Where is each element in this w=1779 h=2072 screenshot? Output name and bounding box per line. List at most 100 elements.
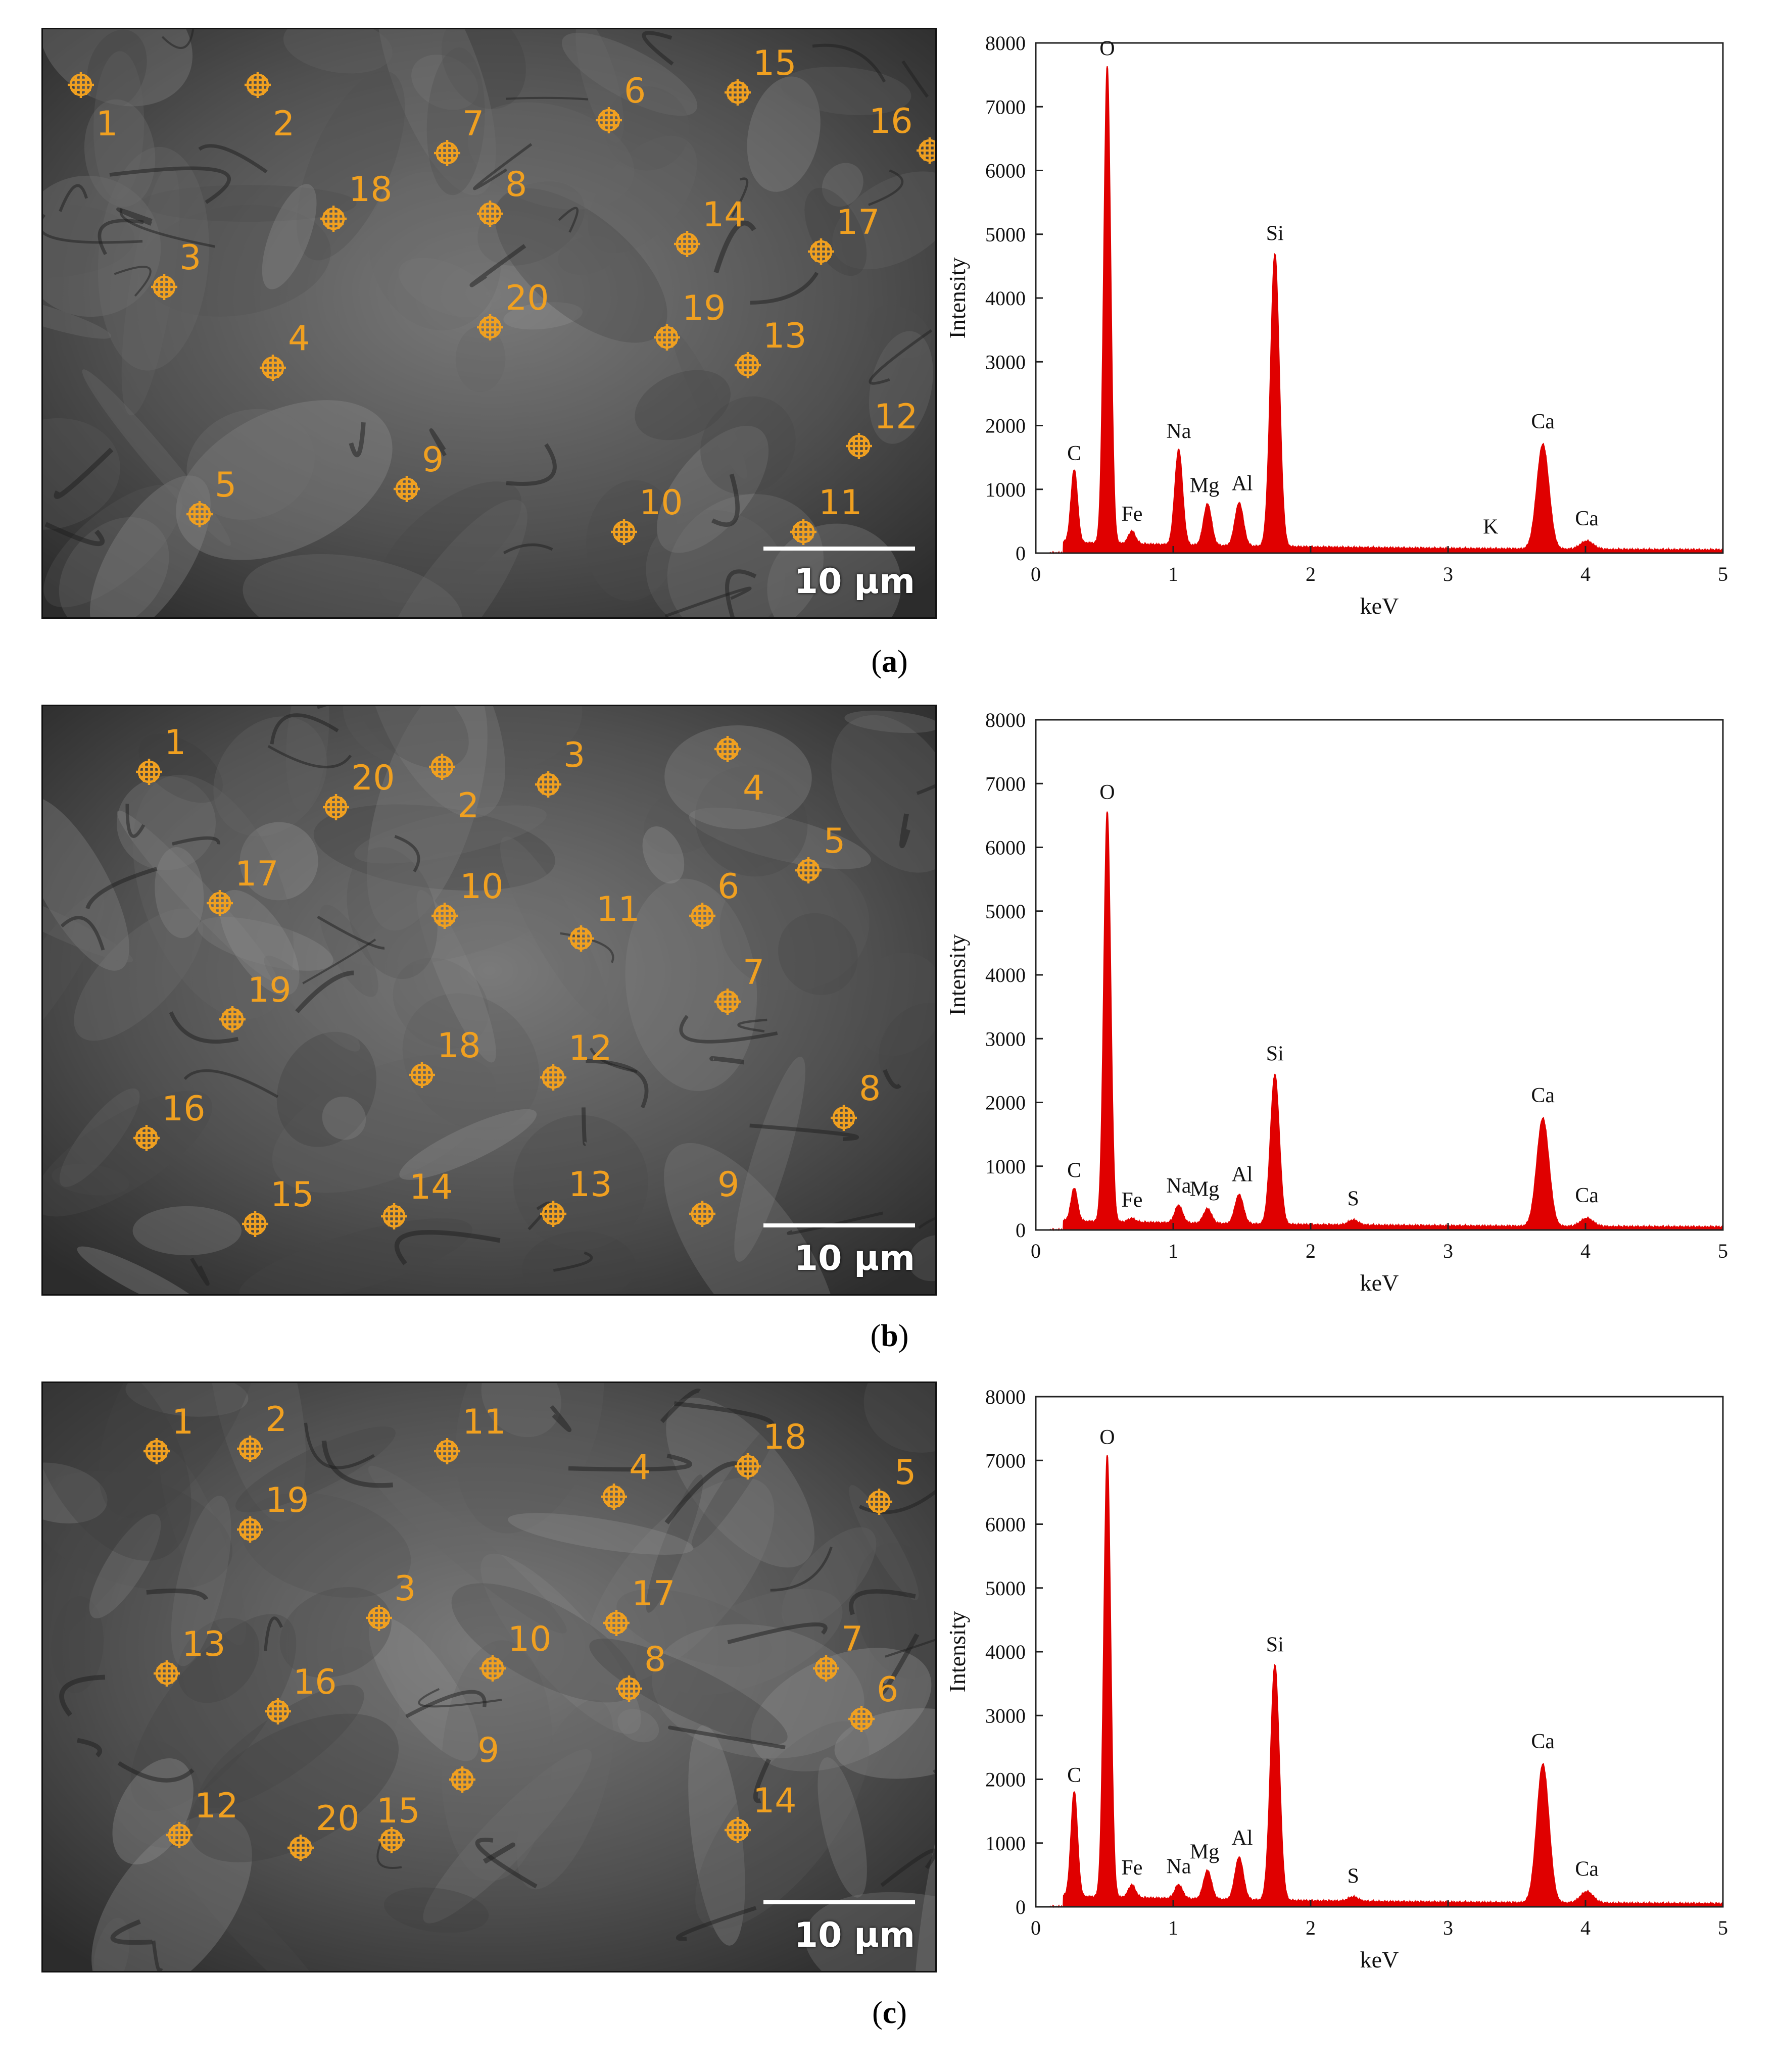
analysis-point-label: 17	[836, 203, 880, 242]
analysis-point-marker	[287, 1835, 314, 1861]
analysis-point-marker	[323, 794, 349, 820]
peak-label: Na	[1166, 420, 1191, 443]
peak-label: K	[1483, 515, 1498, 538]
x-tick-label: 4	[1580, 1240, 1591, 1262]
x-tick-label: 4	[1580, 563, 1591, 585]
y-tick-label: 6000	[985, 160, 1026, 182]
analysis-point-label: 1	[164, 723, 186, 763]
y-tick-label: 0	[1016, 542, 1026, 565]
analysis-point-label: 19	[682, 288, 726, 328]
peak-label: Mg	[1190, 474, 1219, 497]
analysis-point-marker	[237, 1516, 263, 1543]
analysis-point-marker	[714, 989, 741, 1015]
analysis-point-label: 3	[394, 1569, 416, 1609]
y-tick-label: 4000	[985, 1641, 1026, 1663]
y-tick-label: 8000	[985, 1386, 1026, 1408]
x-axis-label: keV	[1360, 1270, 1399, 1296]
analysis-point-marker	[790, 519, 816, 545]
analysis-point-label: 15	[753, 43, 797, 83]
peak-label: Mg	[1190, 1841, 1219, 1864]
analysis-point-marker	[381, 1203, 407, 1229]
analysis-point-marker	[434, 1438, 460, 1464]
analysis-point-marker	[409, 1062, 435, 1088]
scale-bar-label: 10 μm	[794, 1239, 915, 1278]
analysis-point-marker	[378, 1827, 405, 1853]
scale-bar-label: 10 μm	[794, 1915, 915, 1955]
peak-label: Si	[1266, 1043, 1284, 1066]
analysis-point-label: 20	[351, 758, 395, 798]
y-tick-label: 7000	[985, 95, 1026, 118]
analysis-point-marker	[735, 352, 761, 378]
analysis-point-marker	[207, 890, 233, 916]
analysis-point-label: 12	[195, 1786, 238, 1826]
y-tick-label: 1000	[985, 1832, 1026, 1855]
x-tick-label: 0	[1031, 563, 1041, 585]
analysis-point-marker	[813, 1655, 839, 1682]
y-tick-label: 6000	[985, 836, 1026, 859]
analysis-point-marker	[265, 1698, 291, 1724]
analysis-point-label: 1	[96, 104, 118, 144]
peak-label: S	[1348, 1865, 1359, 1888]
analysis-point-label: 11	[596, 890, 640, 929]
analysis-point-marker	[242, 1211, 268, 1237]
peak-label: Fe	[1121, 503, 1142, 526]
analysis-point-label: 7	[462, 104, 484, 144]
analysis-point-label: 18	[349, 170, 393, 210]
analysis-point-label: 11	[462, 1402, 506, 1442]
analysis-point-label: 11	[819, 483, 862, 523]
x-tick-label: 0	[1031, 1916, 1041, 1939]
analysis-point-label: 5	[894, 1453, 916, 1493]
analysis-point-marker	[366, 1605, 392, 1631]
analysis-point-marker	[479, 1655, 506, 1682]
analysis-point-label: 9	[477, 1731, 499, 1770]
y-axis-label: Intensity	[944, 934, 970, 1016]
peak-label: C	[1067, 1159, 1081, 1182]
scale-bar-line	[763, 1900, 915, 1904]
analysis-point-marker	[260, 355, 286, 381]
analysis-point-label: 3	[563, 735, 585, 775]
analysis-point-label: 9	[422, 440, 444, 480]
y-tick-label: 7000	[985, 772, 1026, 795]
y-tick-label: 3000	[985, 1704, 1026, 1727]
x-tick-label: 2	[1306, 563, 1316, 585]
analysis-point-marker	[654, 324, 680, 351]
analysis-point-label: 13	[182, 1624, 226, 1664]
x-tick-label: 0	[1031, 1240, 1041, 1262]
y-tick-label: 5000	[985, 223, 1026, 246]
peak-label: C	[1067, 1764, 1081, 1787]
peak-label: C	[1067, 442, 1081, 465]
analysis-point-marker	[689, 1201, 715, 1227]
analysis-point-label: 19	[265, 1481, 309, 1520]
panel-caption-a: (a)	[871, 645, 908, 679]
analysis-point-marker	[714, 736, 741, 762]
analysis-point-marker	[568, 925, 594, 952]
analysis-point-label: 4	[288, 319, 310, 359]
analysis-point-marker	[535, 771, 561, 798]
analysis-point-marker	[735, 1453, 761, 1479]
y-axis-label: Intensity	[944, 1611, 970, 1693]
analysis-point-marker	[917, 137, 935, 164]
spectrum-area	[1048, 66, 1724, 555]
analysis-point-marker	[143, 1438, 170, 1464]
analysis-point-marker	[540, 1201, 566, 1227]
spectrum-area	[1048, 1455, 1724, 1908]
panel-caption-c: (c)	[872, 1996, 907, 2030]
analysis-point-label: 2	[273, 104, 295, 144]
analysis-point-marker	[449, 1766, 475, 1793]
analysis-point-marker	[831, 1105, 857, 1131]
y-tick-label: 2000	[985, 1092, 1026, 1114]
y-axis-label: Intensity	[944, 258, 970, 339]
analysis-point-marker	[846, 433, 872, 459]
analysis-point-marker	[808, 238, 834, 265]
analysis-point-marker	[151, 274, 177, 300]
analysis-point-label: 2	[265, 1400, 287, 1440]
analysis-point-label: 8	[505, 165, 527, 205]
analysis-point-marker	[725, 1817, 751, 1843]
scale-bar: 10 μm	[763, 547, 915, 602]
plot-frame	[1035, 42, 1724, 554]
analysis-point-label: 14	[409, 1167, 453, 1207]
analysis-point-marker	[596, 107, 622, 133]
analysis-point-label: 13	[763, 316, 807, 356]
y-tick-label: 1000	[985, 478, 1026, 501]
peak-label: S	[1348, 1187, 1359, 1210]
